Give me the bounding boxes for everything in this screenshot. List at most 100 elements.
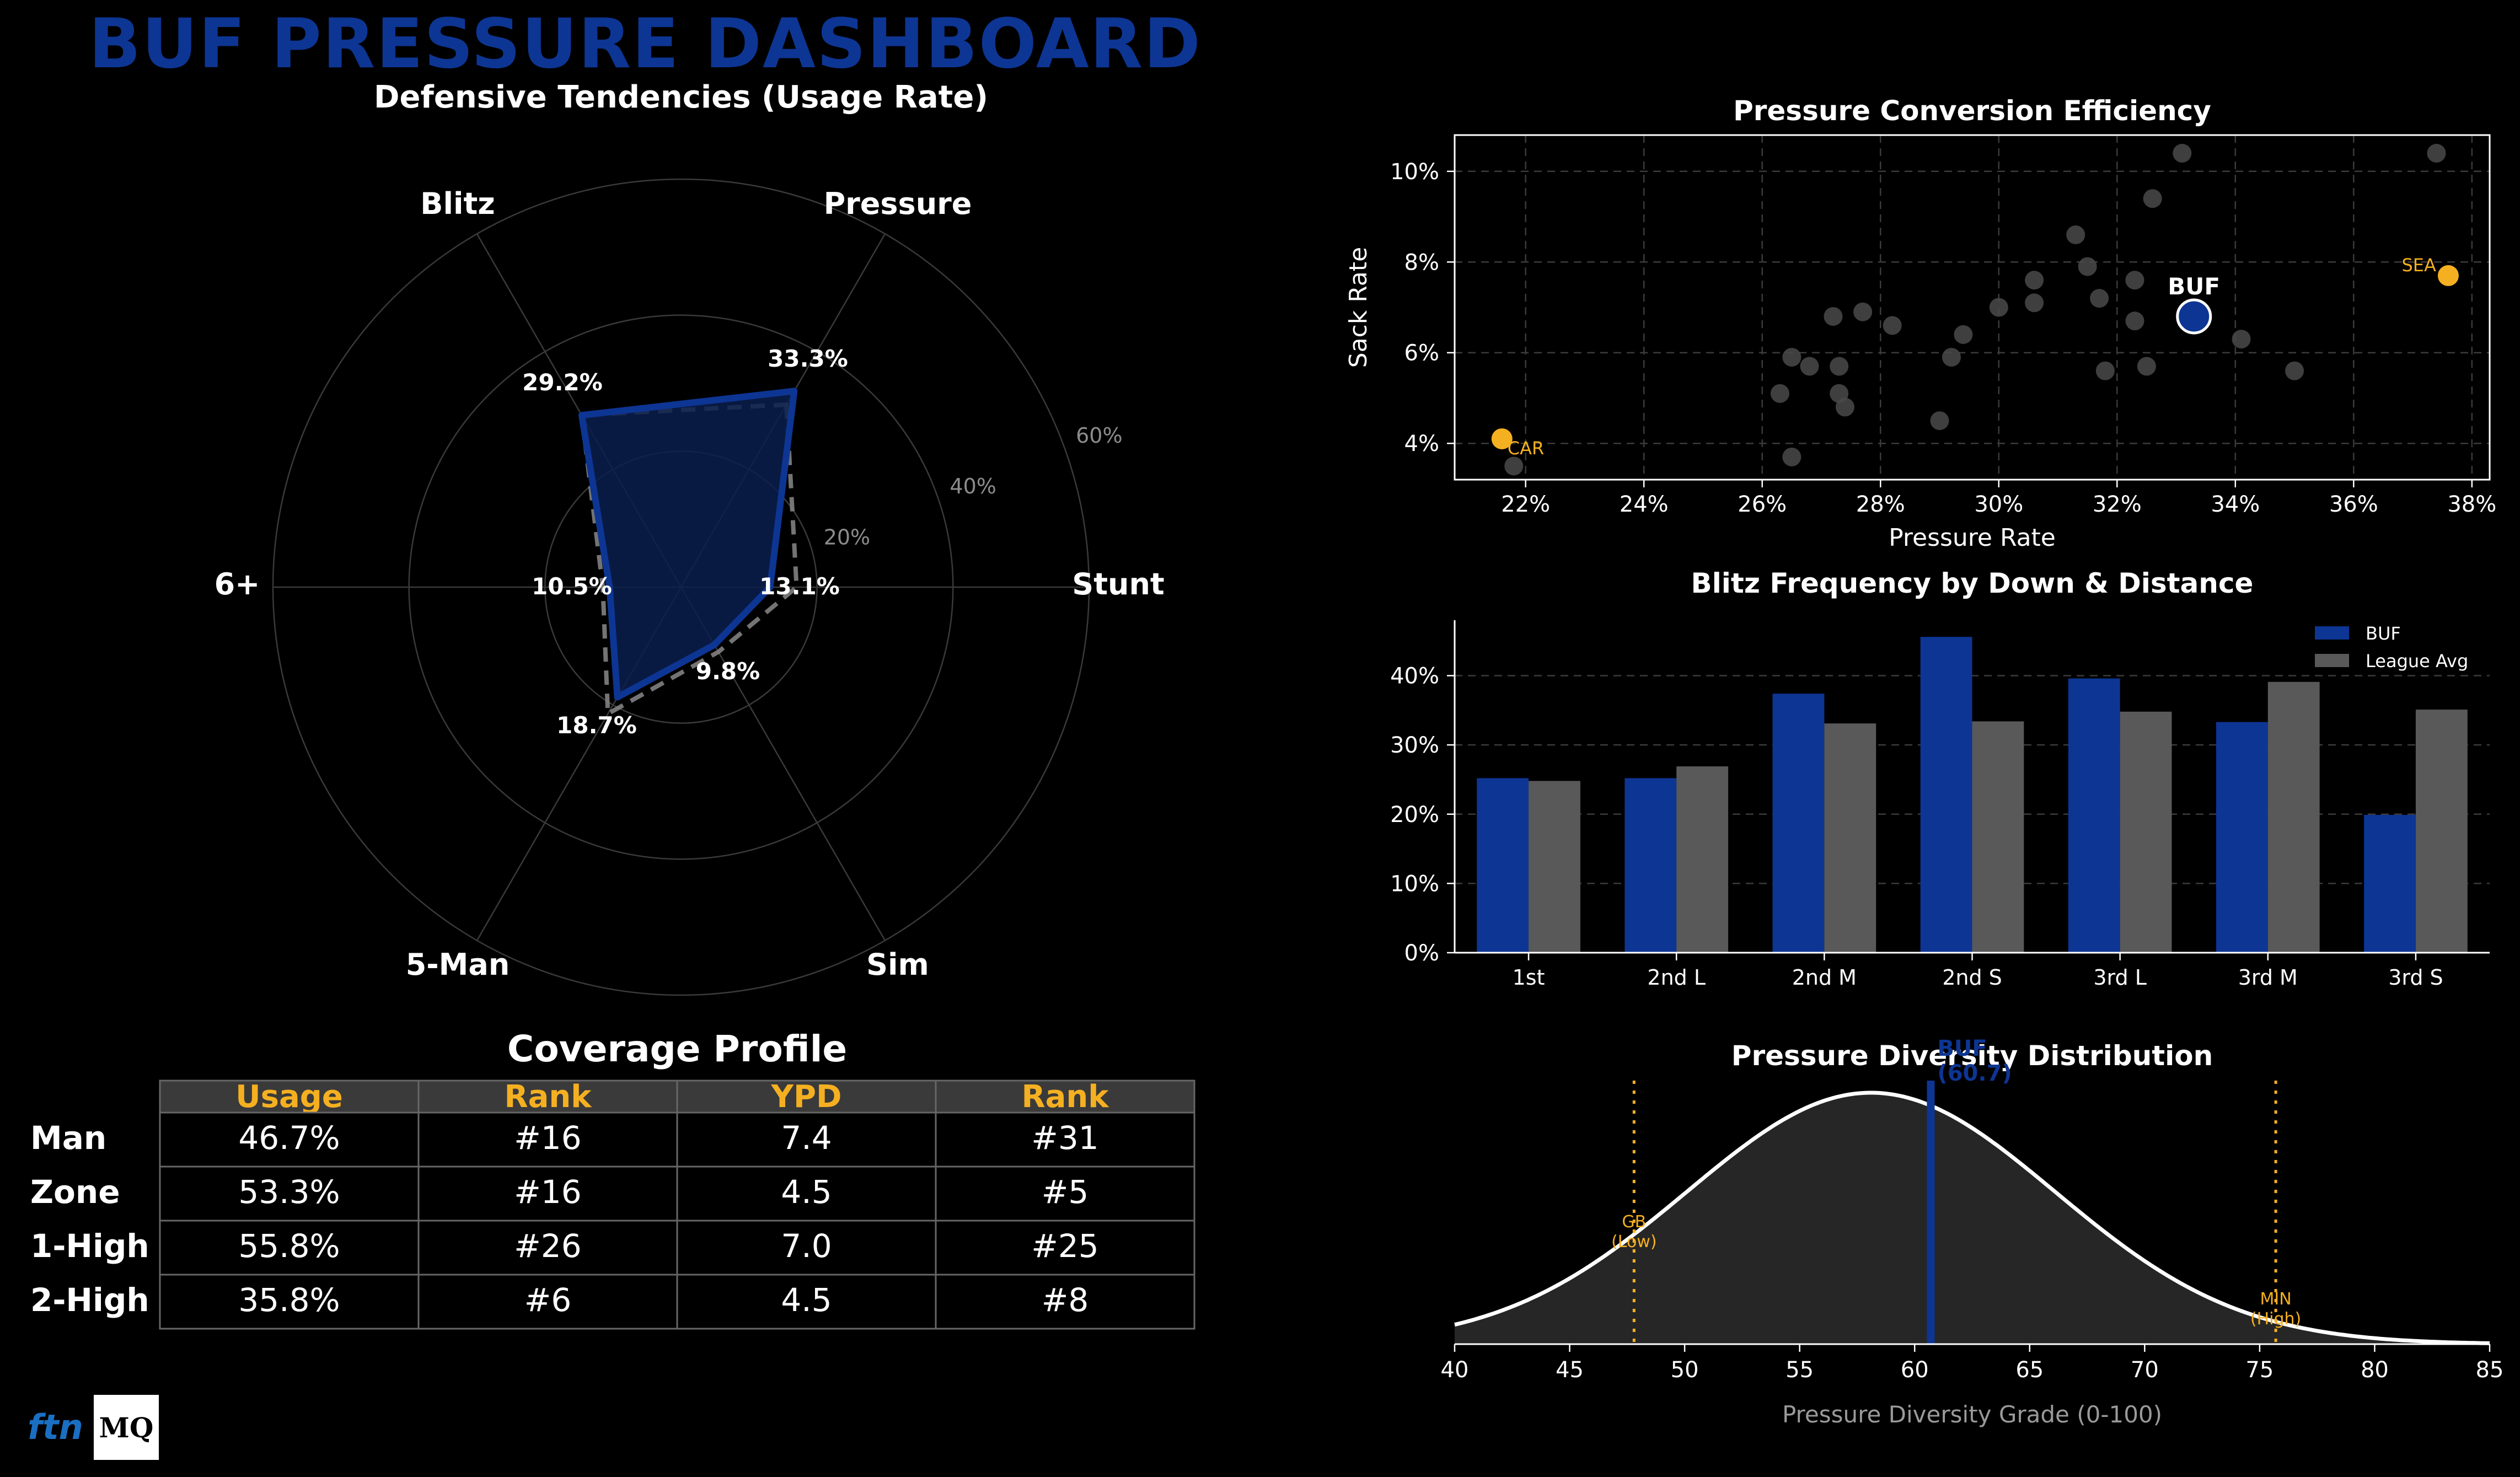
scatter-xtick-label: 28% [1856,492,1905,517]
radar-value-label: 18.7% [556,712,637,739]
table-cell-value: 46.7% [238,1119,340,1157]
scatter-ylabel: Sack Rate [1344,247,1372,368]
radar-axis-label-pressure: Pressure [824,186,972,221]
scatter-ytick-label: 8% [1404,250,1439,275]
scatter-point [2137,357,2156,376]
scatter-point-car [1491,428,1513,449]
scatter-point [1504,456,1524,476]
radar-value-label: 9.8% [696,658,760,685]
density-reference-label: MIN [2260,1290,2291,1309]
radar-axis-label-5-man: 5-Man [406,947,510,982]
bar-league [2120,711,2172,953]
table-cell [676,1220,937,1276]
scatter-xlabel: Pressure Rate [1889,524,2056,552]
bar-buf [2364,815,2416,953]
bar-category-label: 3rd M [2238,965,2298,990]
scatter-xtick-label: 26% [1738,492,1787,517]
table-cell-value: 4.5 [781,1173,832,1211]
scatter-point [2173,143,2192,163]
table-cell [676,1111,937,1168]
ftn-logo: ftn [28,1407,83,1447]
scatter-point [2143,189,2162,208]
bar-league [2267,681,2320,953]
table-cell [935,1166,1195,1222]
scatter-label-sea: SEA [2401,255,2436,276]
table-cell [417,1274,678,1330]
scatter-xtick-label: 32% [2093,492,2142,517]
bar-category-label: 2nd S [1942,965,2002,990]
bar-legend-swatch-league [2315,654,2349,667]
radar-value-label: 29.2% [522,369,603,396]
bar-legend-label-buf: BUF [2366,623,2401,644]
scatter-point [2125,271,2144,290]
scatter-title: Pressure Conversion Efficiency [1733,95,2211,127]
table-cell-value: 7.4 [781,1119,832,1157]
bar-category-label: 2nd L [1647,965,1706,990]
scatter-point [1800,357,1819,376]
radar-tick-label: 60% [1076,423,1122,448]
scatter-label-buf: BUF [2168,273,2220,300]
bar-buf [2068,678,2120,953]
density-reference-label: (Low) [1611,1232,1657,1252]
density-xtick-label: 60 [1901,1357,1929,1383]
bar-league [2415,710,2468,953]
scatter-point [2025,293,2044,313]
scatter-xtick-label: 24% [1620,492,1669,517]
radar-value-label: 33.3% [768,345,848,372]
density-xtick-label: 40 [1441,1357,1469,1383]
bar-chart: Blitz Frequency by Down & Distance 0% 10% 2… [1390,567,2490,990]
scatter-point [1782,447,1801,466]
bar-legend-swatch-buf [2315,626,2349,640]
table-cell-value: 7.0 [781,1227,832,1265]
table-cell-value: #8 [1042,1281,1089,1319]
scatter-point [1989,298,2008,317]
table-header-label: Rank [1021,1079,1109,1115]
scatter-point [1782,347,1801,367]
bar-title: Blitz Frequency by Down & Distance [1691,567,2254,599]
density-xtick-label: 50 [1671,1357,1699,1383]
bar-category-label: 3rd L [2093,965,2147,990]
scatter-point [1954,325,1973,344]
table-row-label: Man [30,1119,106,1157]
scatter-point [1835,398,1854,417]
bar-buf [2216,722,2268,953]
scatter-point [2066,225,2085,244]
bar-ytick-label: 0% [1404,941,1439,966]
radar-axis-label-6+: 6+ [215,567,260,601]
radar-value-label: 13.1% [759,573,840,600]
scatter-point-buf [2176,298,2212,335]
density-xtick-label: 70 [2131,1357,2159,1383]
table-cell-value: #16 [514,1173,581,1211]
table-cell [159,1274,420,1330]
density-xlabel: Pressure Diversity Grade (0-100) [1782,1401,2162,1428]
scatter-point [2427,143,2446,163]
bar-ytick-label: 30% [1390,733,1439,758]
table-row-label: 1-High [30,1227,149,1265]
scatter-point [1942,347,1961,367]
table-cell [935,1111,1195,1168]
density-area [1455,1093,2490,1344]
scatter-point [2125,311,2144,331]
bar-category-label: 1st [1513,965,1545,990]
table-cell [935,1274,1195,1330]
scatter-frame [1454,134,2491,481]
scatter-point-sea [2437,265,2459,286]
density-team-label: BUF [1937,1036,1987,1061]
table-cell-value: 53.3% [238,1173,340,1211]
density-team-label: (60.7) [1937,1061,2012,1086]
table-cell [676,1166,937,1222]
radar-tick-label: 40% [950,474,996,498]
scatter-ytick-label: 6% [1404,341,1439,366]
table-title: Coverage Profile [507,1028,847,1070]
scatter-ytick-label: 4% [1404,431,1439,456]
density-reference-label: (High) [2250,1309,2301,1329]
bar-league [1529,781,1580,953]
scatter-ytick-label: 10% [1390,159,1439,185]
table-header-label: Usage [235,1079,343,1115]
density-xtick-label: 80 [2361,1357,2389,1383]
table-cell [159,1166,420,1222]
density-title: Pressure Diversity Distribution [1731,1040,2213,1072]
bar-buf [1624,778,1677,953]
table-cell-value: #5 [1042,1173,1089,1211]
